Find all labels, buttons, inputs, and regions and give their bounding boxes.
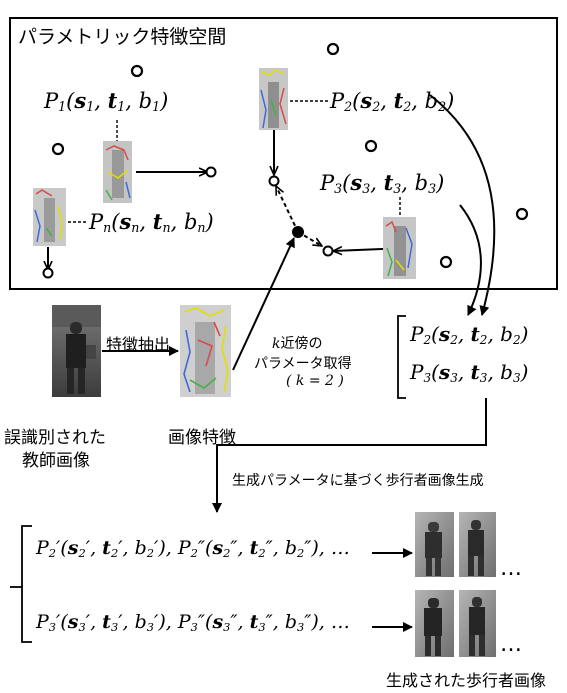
training-image bbox=[52, 305, 101, 397]
feature-point bbox=[364, 139, 378, 153]
param-label-p1: P1(s1, t1, b1) bbox=[44, 88, 169, 115]
feature-point bbox=[515, 207, 529, 221]
image-feature-label: 画像特徴 bbox=[168, 428, 236, 448]
feature-thumbnail-pn bbox=[33, 188, 66, 246]
generated-image bbox=[459, 590, 496, 657]
param-label-pn: Pn(sn, tn, bn) bbox=[89, 209, 214, 236]
generated-images bbox=[415, 512, 496, 657]
images-ellipsis-row2: … bbox=[500, 632, 522, 657]
generated-image bbox=[415, 512, 454, 577]
generate-arrow bbox=[212, 398, 487, 513]
neighbor-link-p3 bbox=[297, 231, 322, 246]
label-connectors bbox=[68, 100, 401, 223]
images-ellipsis-row1: … bbox=[500, 556, 522, 581]
misclassified-label-line2: 教師画像 bbox=[22, 451, 90, 471]
feature-thumbnail-p3 bbox=[383, 217, 416, 279]
feature-point bbox=[51, 142, 65, 156]
generate-label: 生成パラメータに基づく歩行者画像生成 bbox=[232, 473, 484, 489]
space-points bbox=[42, 166, 334, 279]
selection-arrows bbox=[429, 94, 496, 316]
neighbor-link-p2 bbox=[275, 186, 299, 233]
feature-thumbnail-p1 bbox=[103, 141, 132, 203]
feature-thumbnails bbox=[33, 68, 416, 279]
generated-bracket bbox=[21, 525, 32, 643]
generated-params-row1: P2′(s2′, t2′, b2′), P2″(s2″, t2″, b2″), … bbox=[36, 537, 350, 560]
extract-label: 特徴抽出 bbox=[106, 335, 171, 354]
knn-label-line2: パラメータ取得 bbox=[254, 356, 352, 372]
curve-arrow-p3 bbox=[459, 204, 482, 316]
generated-images-label: 生成された歩行者画像 bbox=[386, 671, 547, 690]
param-label-p2: P2(s2, t2, b2) bbox=[330, 88, 455, 115]
image-feature bbox=[180, 305, 231, 397]
space-arrows bbox=[48, 130, 384, 270]
misclassified-label-line1: 誤識別された bbox=[4, 428, 106, 448]
param-label-p3: P3(s3, t3, b3) bbox=[320, 170, 445, 197]
feature-point bbox=[130, 64, 144, 78]
feature-thumbnail-p2 bbox=[259, 68, 288, 130]
selected-param-p2: P2(s2, t2, b2) bbox=[410, 322, 529, 347]
arrow-p3 bbox=[333, 249, 384, 251]
feature-space-title: パラメトリック特徴空間 bbox=[18, 26, 227, 48]
knn-label-line1: k近傍の bbox=[272, 336, 323, 352]
selected-param-p3: P3(s3, t3, b3) bbox=[410, 360, 529, 385]
generated-image bbox=[415, 590, 454, 657]
knn-label-line3: ( k = 2 ) bbox=[286, 373, 344, 389]
feature-space-frame bbox=[9, 17, 558, 290]
curve-arrow-p2 bbox=[429, 94, 496, 316]
feature-point bbox=[326, 42, 340, 56]
feature-points bbox=[51, 42, 529, 269]
generated-image bbox=[459, 512, 496, 577]
query-arrow bbox=[232, 237, 295, 371]
query-point bbox=[292, 226, 304, 238]
generated-params-row2: P3′(s3′, t3′, b3′), P3″(s3″, t3″, b3″), … bbox=[36, 611, 350, 634]
feature-point bbox=[439, 255, 453, 269]
selected-bracket bbox=[397, 315, 406, 399]
